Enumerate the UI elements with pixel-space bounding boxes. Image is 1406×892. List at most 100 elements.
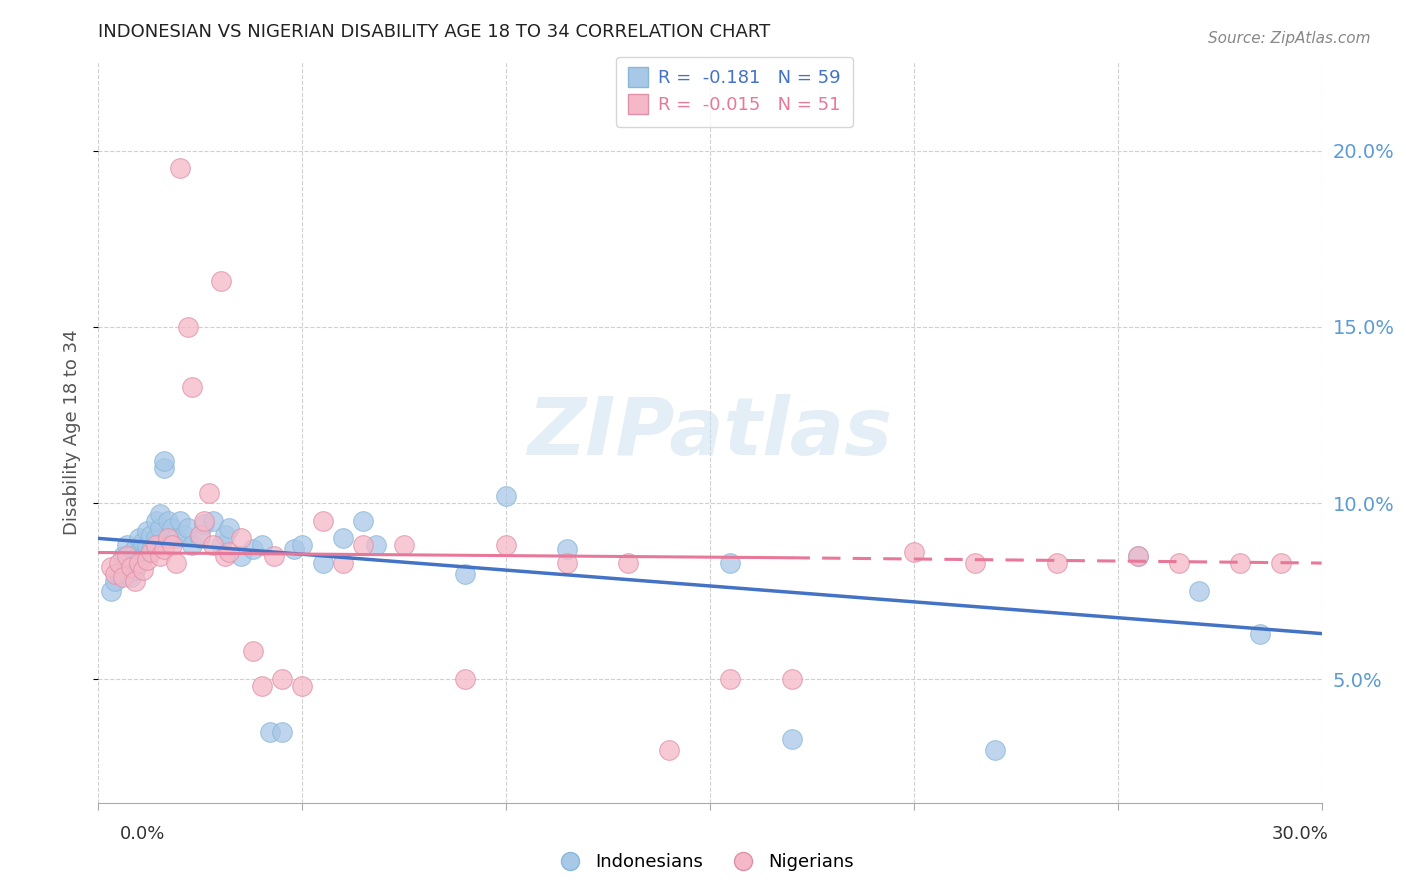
Point: [169, 514, 191, 528]
Point: [149, 507, 172, 521]
Point: [108, 566, 131, 581]
Point: [124, 574, 146, 588]
Point: [984, 743, 1007, 757]
Point: [218, 545, 240, 559]
Point: [242, 644, 264, 658]
Point: [1229, 556, 1251, 570]
Point: [1188, 584, 1211, 599]
Point: [145, 538, 167, 552]
Point: [115, 556, 138, 570]
Point: [111, 559, 134, 574]
Point: [1249, 626, 1271, 640]
Point: [165, 532, 187, 546]
Point: [1128, 549, 1150, 563]
Point: [214, 549, 236, 563]
Point: [270, 725, 294, 739]
Point: [132, 549, 155, 563]
Point: [718, 673, 742, 687]
Legend: R =  -0.181   N = 59, R =  -0.015   N = 51: R = -0.181 N = 59, R = -0.015 N = 51: [616, 57, 853, 127]
Legend: Indonesians, Nigerians: Indonesians, Nigerians: [546, 847, 860, 879]
Point: [156, 532, 179, 546]
Point: [332, 532, 354, 546]
Point: [193, 514, 215, 528]
Point: [352, 514, 374, 528]
Point: [242, 541, 264, 556]
Point: [214, 528, 236, 542]
Point: [231, 549, 253, 563]
Point: [250, 538, 273, 552]
Point: [1270, 556, 1292, 570]
Point: [111, 570, 134, 584]
Point: [160, 521, 183, 535]
Point: [658, 743, 681, 757]
Point: [1167, 556, 1189, 570]
Point: [169, 161, 191, 176]
Point: [120, 559, 142, 574]
Point: [209, 538, 232, 552]
Text: 30.0%: 30.0%: [1272, 825, 1329, 843]
Point: [141, 545, 163, 559]
Point: [201, 538, 224, 552]
Point: [193, 517, 215, 532]
Point: [141, 541, 163, 556]
Point: [111, 549, 134, 563]
Point: [495, 538, 517, 552]
Point: [312, 556, 335, 570]
Point: [149, 521, 172, 535]
Point: [1128, 549, 1150, 563]
Y-axis label: Disability Age 18 to 34: Disability Age 18 to 34: [63, 330, 82, 535]
Point: [555, 556, 579, 570]
Point: [259, 725, 281, 739]
Point: [903, 545, 925, 559]
Point: [128, 556, 150, 570]
Point: [177, 521, 200, 535]
Point: [312, 514, 335, 528]
Point: [718, 556, 742, 570]
Point: [115, 549, 138, 563]
Point: [352, 538, 374, 552]
Point: [197, 485, 219, 500]
Point: [128, 545, 150, 559]
Point: [263, 549, 285, 563]
Point: [152, 461, 174, 475]
Point: [136, 538, 159, 552]
Point: [291, 680, 314, 694]
Point: [780, 732, 803, 747]
Text: Source: ZipAtlas.com: Source: ZipAtlas.com: [1208, 31, 1371, 46]
Text: 0.0%: 0.0%: [120, 825, 165, 843]
Point: [156, 514, 179, 528]
Point: [181, 380, 204, 394]
Point: [141, 528, 163, 542]
Point: [454, 566, 477, 581]
Point: [104, 574, 127, 588]
Point: [152, 541, 174, 556]
Point: [218, 521, 240, 535]
Point: [115, 538, 138, 552]
Point: [145, 532, 167, 546]
Point: [104, 566, 127, 581]
Point: [132, 535, 155, 549]
Point: [160, 538, 183, 552]
Point: [181, 538, 204, 552]
Point: [108, 556, 131, 570]
Point: [100, 584, 122, 599]
Point: [364, 538, 387, 552]
Point: [124, 563, 146, 577]
Point: [250, 680, 273, 694]
Point: [120, 570, 142, 584]
Point: [231, 532, 253, 546]
Text: INDONESIAN VS NIGERIAN DISABILITY AGE 18 TO 34 CORRELATION CHART: INDONESIAN VS NIGERIAN DISABILITY AGE 18…: [98, 23, 770, 41]
Point: [149, 549, 172, 563]
Point: [124, 541, 146, 556]
Point: [965, 556, 987, 570]
Point: [128, 556, 150, 570]
Point: [780, 673, 803, 687]
Point: [283, 541, 305, 556]
Point: [270, 673, 294, 687]
Point: [165, 556, 187, 570]
Point: [495, 489, 517, 503]
Point: [555, 541, 579, 556]
Point: [136, 552, 159, 566]
Point: [132, 563, 155, 577]
Point: [332, 556, 354, 570]
